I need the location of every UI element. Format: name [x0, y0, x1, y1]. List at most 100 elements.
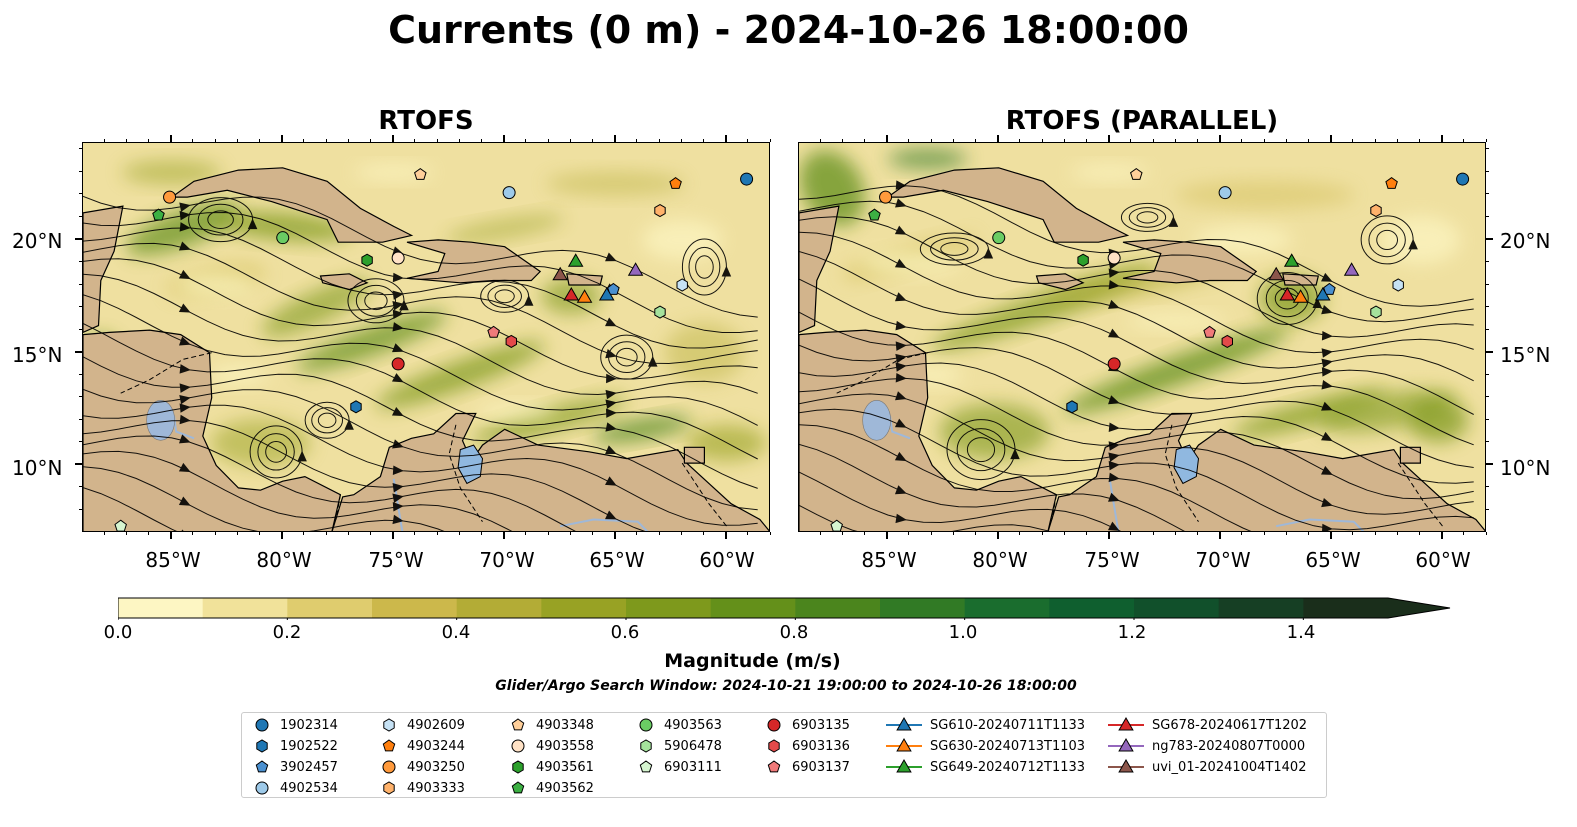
pentagon-marker-icon: [382, 739, 396, 752]
lat-label-15n-left: 15°N: [12, 343, 63, 367]
observation-marker-1902314: [740, 172, 754, 186]
legend-item-label: 6903137: [792, 759, 850, 775]
observation-marker-6903111: [830, 519, 843, 531]
legend-item-1902314: 1902314: [252, 715, 338, 735]
observation-marker-3902457: [1323, 282, 1336, 295]
observation-marker-4903250: [163, 190, 177, 204]
observation-marker-6903137: [1203, 325, 1216, 338]
lat-label-20n-left: 20°N: [12, 229, 63, 253]
legend-item-4903561: 4903561: [508, 757, 594, 777]
panel-title-rtofs: RTOFS: [378, 106, 474, 136]
observation-marker-6903111: [114, 519, 127, 531]
observation-marker-6903135: [391, 357, 405, 371]
observation-marker-uvi_01-20241004T1402: [1268, 266, 1284, 281]
observation-marker-ng783-20240807T0000: [1343, 262, 1360, 276]
legend-item-label: 6903111: [664, 759, 722, 775]
observation-marker-uvi_01-20241004T1402: [552, 266, 568, 281]
legend-item-4903563: 4903563: [636, 715, 722, 735]
legend-item-5906478: 5906478: [636, 736, 722, 756]
lon-label-80w-left: 80°W: [256, 548, 312, 572]
observation-marker-4903348: [414, 167, 427, 180]
observation-marker-6903136: [1221, 334, 1233, 348]
legend-item-4902534: 4902534: [252, 778, 338, 798]
circle-marker-icon: [639, 718, 653, 732]
legend-item-label: SG649-20240712T1133: [930, 759, 1086, 775]
search-window-caption: Glider/Argo Search Window: 2024-10-21 19…: [495, 678, 1077, 694]
legend-item-label: 1902522: [280, 738, 338, 754]
lat-label-15n-right: 15°N: [1500, 343, 1551, 367]
pentagon-marker-icon: [767, 760, 781, 773]
hexagon-marker-icon: [256, 739, 268, 753]
legend-item-SG678-20240617T1202: SG678-20240617T1202: [1108, 715, 1307, 735]
colorbar: [118, 597, 1451, 620]
observation-marker-SG610-20240711T1133: [598, 287, 615, 301]
observation-marker-1902522: [350, 400, 362, 414]
observation-marker-4903348: [1130, 167, 1143, 180]
legend-item-4903558: 4903558: [508, 736, 594, 756]
legend-item-label: 4903244: [407, 738, 465, 754]
lon-label-80w-right: 80°W: [972, 548, 1028, 572]
legend-item-label: 6903135: [792, 717, 850, 733]
lon-label-70w-right: 70°W: [1195, 548, 1251, 572]
hexagon-marker-icon: [512, 760, 524, 774]
legend-item-label: 4903562: [536, 780, 594, 796]
map-panel-rtofs-parallel[interactable]: [798, 142, 1486, 532]
observation-marker-4903561: [361, 253, 373, 267]
legend-item-4903348: 4903348: [508, 715, 594, 735]
triangle-marker-icon: [886, 716, 922, 731]
pentagon-marker-icon: [639, 760, 653, 773]
legend-item-label: 5906478: [664, 738, 722, 754]
colorbar-tick-4: 0.8: [779, 622, 809, 643]
map-canvas: [799, 143, 1485, 531]
colorbar-tick-6: 1.2: [1117, 622, 1147, 643]
legend-item-label: SG610-20240711T1133: [930, 717, 1086, 733]
legend-item-label: SG630-20240713T1103: [930, 738, 1086, 754]
legend-item-label: 4903561: [536, 759, 594, 775]
lon-label-85w-right: 85°W: [861, 548, 917, 572]
observation-marker-SG649-20240712T1133: [567, 253, 584, 267]
hexagon-marker-icon: [383, 781, 395, 795]
legend-item-4902609: 4902609: [379, 715, 465, 735]
legend-item-label: SG678-20240617T1202: [1152, 717, 1308, 733]
observation-marker-4903333: [654, 204, 666, 218]
legend-item-1902522: 1902522: [252, 736, 338, 756]
legend-item-ng783-20240807T0000: ng783-20240807T0000: [1108, 736, 1305, 756]
map-canvas: [83, 143, 769, 531]
lon-label-65w-left: 65°W: [589, 548, 645, 572]
triangle-marker-icon: [1108, 758, 1144, 773]
legend-item-label: ng783-20240807T0000: [1152, 738, 1306, 754]
lat-label-10n-right: 10°N: [1500, 456, 1551, 480]
observation-marker-4903250: [879, 190, 893, 204]
observation-marker-4902534: [502, 186, 516, 200]
legend-item-3902457: 3902457: [252, 757, 338, 777]
observation-marker-SG610-20240711T1133: [1314, 287, 1331, 301]
legend-item-6903111: 6903111: [636, 757, 722, 777]
legend-item-label: 4902609: [407, 717, 465, 733]
lon-label-75w-right: 75°W: [1084, 548, 1140, 572]
observation-marker-SG678-20240617T1202: [563, 287, 580, 301]
legend-item-label: 4903333: [407, 780, 465, 796]
observation-marker-4903558: [391, 251, 405, 265]
colorbar-tick-5: 1.0: [948, 622, 978, 643]
legend-item-label: 4902534: [280, 780, 338, 796]
lon-label-85w-left: 85°W: [145, 548, 201, 572]
legend-item-label: 3902457: [280, 759, 338, 775]
colorbar-tick-0: 0.0: [103, 622, 133, 643]
colorbar-tick-7: 1.4: [1286, 622, 1316, 643]
map-panel-rtofs[interactable]: [82, 142, 770, 532]
observation-marker-4903333: [1370, 204, 1382, 218]
observation-marker-4903561: [1077, 253, 1089, 267]
lat-label-20n-right: 20°N: [1500, 229, 1551, 253]
observation-marker-4903563: [992, 231, 1006, 245]
pentagon-marker-icon: [511, 718, 525, 731]
triangle-marker-icon: [1108, 737, 1144, 752]
legend-item-label: 4903348: [536, 717, 594, 733]
legend-item-SG610-20240711T1133: SG610-20240711T1133: [886, 715, 1085, 735]
legend-item-label: 1902314: [280, 717, 338, 733]
observation-marker-SG678-20240617T1202: [1279, 287, 1296, 301]
pentagon-marker-icon: [255, 760, 269, 773]
lat-label-10n-left: 10°N: [12, 456, 63, 480]
legend-item-uvi_01-20241004T1402: uvi_01-20241004T1402: [1108, 757, 1306, 777]
triangle-marker-icon: [1108, 716, 1144, 731]
observation-marker-ng783-20240807T0000: [627, 262, 644, 276]
